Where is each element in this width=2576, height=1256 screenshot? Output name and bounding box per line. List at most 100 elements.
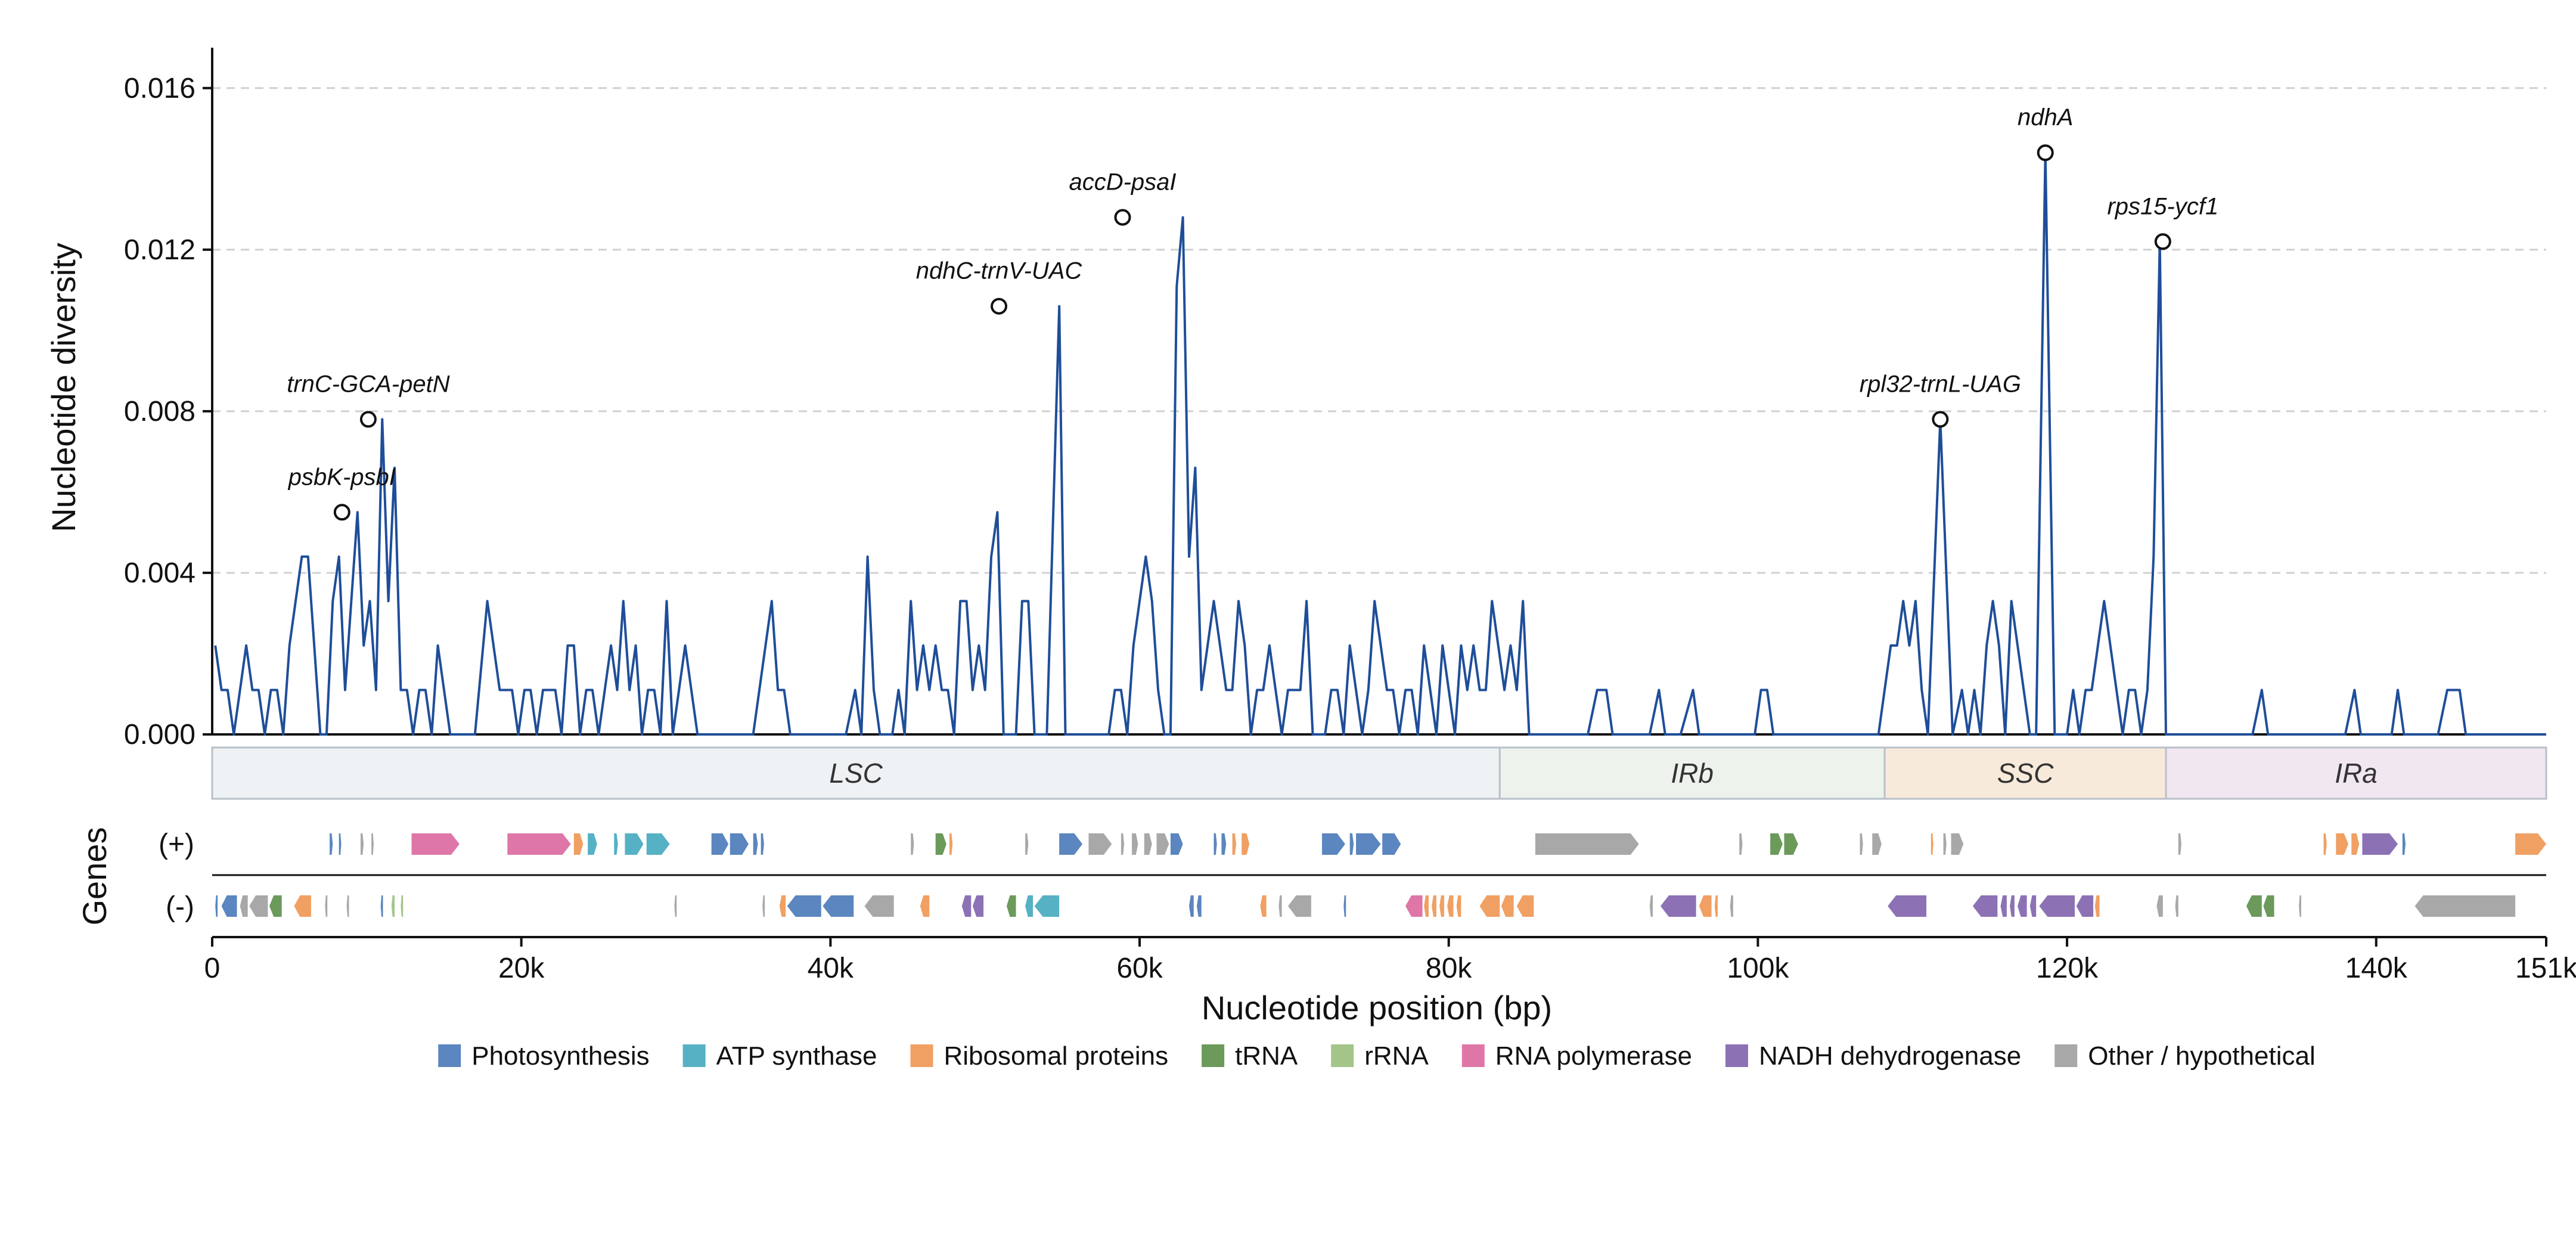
- region-label: IRa: [2335, 758, 2378, 789]
- gene-arrow: [779, 895, 786, 917]
- region-band: [1883, 746, 2167, 800]
- peak-marker: [333, 504, 350, 521]
- gene-arrow: [1156, 833, 1169, 855]
- gene-arrow: [2156, 895, 2163, 917]
- gene-arrow: [1770, 833, 1783, 855]
- peak-label: trnC-GCA-petN: [287, 371, 449, 397]
- legend-swatch: [1202, 1044, 1225, 1067]
- gene-arrow: [961, 895, 972, 917]
- gene-arrow: [1196, 895, 1202, 917]
- gene-arrow: [1356, 833, 1381, 855]
- region-label: LSC: [829, 758, 883, 789]
- legend-label: Photosynthesis: [471, 1041, 649, 1071]
- legend-swatch: [1461, 1044, 1485, 1067]
- gene-arrow: [1888, 895, 1927, 917]
- legend: Photosynthesis ATP synthase Ribosomal prot…: [438, 1041, 2316, 1071]
- gene-arrow: [1322, 833, 1345, 855]
- gene-arrow: [1784, 833, 1798, 855]
- legend-label: ATP synthase: [716, 1041, 877, 1071]
- legend-swatch: [2054, 1044, 2078, 1067]
- gene-arrow: [2178, 833, 2181, 855]
- x-axis-title: Nucleotide position (bp): [1202, 989, 1552, 1026]
- peak-label: accD-psaI: [1069, 169, 1176, 196]
- gene-arrow: [1649, 895, 1653, 917]
- legend-swatch: [1725, 1044, 1748, 1067]
- gene-arrow: [762, 895, 765, 917]
- gene-arrow: [346, 895, 349, 917]
- gene-arrow: [1287, 895, 1311, 917]
- grid-lines: [212, 87, 2546, 574]
- gene-arrow: [2402, 833, 2406, 855]
- gene-arrow: [221, 895, 237, 917]
- gene-arrow: [1447, 895, 1454, 917]
- gene-arrow: [1242, 833, 1250, 855]
- gene-arrow: [1501, 895, 1514, 917]
- x-tick-label: 20k: [498, 953, 545, 984]
- x-tick-label: 40k: [808, 953, 854, 984]
- gene-tracks: [212, 833, 2546, 917]
- gene-arrow: [294, 895, 311, 917]
- gene-arrow: [1730, 895, 1733, 917]
- gene-arrow: [1424, 895, 1429, 917]
- gene-arrow: [1278, 895, 1282, 917]
- gene-arrow: [1479, 895, 1500, 917]
- gene-arrow: [330, 833, 333, 855]
- x-tick-label: 100k: [1727, 953, 1789, 984]
- legend-label: NADH dehydrogenase: [1759, 1041, 2021, 1071]
- x-tick-label: 151k: [2515, 953, 2576, 984]
- legend-label: tRNA: [1235, 1041, 1298, 1071]
- gene-arrow: [2094, 895, 2100, 917]
- gene-arrow: [1943, 833, 1947, 855]
- gene-arrow: [972, 895, 984, 917]
- gene-arrow: [2299, 895, 2301, 917]
- gene-arrow: [1931, 833, 1933, 855]
- diversity-series-line: [214, 151, 2546, 736]
- legend-label: RNA polymerase: [1495, 1041, 1692, 1071]
- gene-arrow: [1034, 895, 1060, 917]
- region-label: IRb: [1671, 758, 1714, 789]
- peak-marker: [359, 411, 377, 428]
- gene-arrow: [240, 895, 248, 917]
- gene-arrow: [911, 833, 914, 855]
- x-tick-label: 60k: [1116, 953, 1163, 984]
- region-label: SSC: [1997, 758, 2054, 789]
- peak-marker: [1932, 411, 1949, 428]
- gene-arrow: [1144, 833, 1152, 855]
- y-axis-title: Nucleotide diversity: [45, 243, 82, 532]
- peak-label: rpl32-trnL-UAG: [1860, 371, 2021, 397]
- genome-regions: LSC IRb SSC IRa: [211, 746, 2547, 800]
- peak-marker: [991, 297, 1008, 315]
- gene-arrow: [1860, 833, 1863, 855]
- x-tick-label: 140k: [2345, 953, 2408, 984]
- gene-arrow: [949, 833, 953, 855]
- gene-arrow: [2362, 833, 2398, 855]
- gene-arrow: [1349, 833, 1354, 855]
- gene-arrow: [588, 833, 597, 855]
- gene-arrow: [380, 895, 383, 917]
- gene-arrow: [1088, 833, 1112, 855]
- gene-arrow: [1432, 895, 1436, 917]
- gene-arrow: [625, 833, 644, 855]
- gene-arrow: [2263, 895, 2274, 917]
- peak-marker: [2154, 233, 2171, 250]
- gene-arrow: [573, 833, 584, 855]
- gene-arrow: [1260, 895, 1267, 917]
- gene-arrow: [2029, 895, 2037, 917]
- gene-arrow: [249, 895, 268, 917]
- gene-arrow: [823, 895, 854, 917]
- gene-arrow: [371, 833, 374, 855]
- gene-arrow: [269, 895, 282, 917]
- peak-label: rps15-ycf1: [2107, 193, 2218, 219]
- region-band: [1498, 746, 1886, 800]
- gene-arrow: [2323, 833, 2327, 855]
- gene-arrow: [1025, 833, 1029, 855]
- gene-arrow: [1872, 833, 1882, 855]
- y-tick-label: 0.012: [124, 234, 195, 266]
- gene-arrow: [920, 895, 930, 917]
- gene-arrow: [1972, 895, 1998, 917]
- gene-arrow: [646, 833, 670, 855]
- legend-label: Ribosomal proteins: [944, 1041, 1168, 1071]
- gene-arrow: [1439, 895, 1444, 917]
- gene-arrow: [339, 833, 342, 855]
